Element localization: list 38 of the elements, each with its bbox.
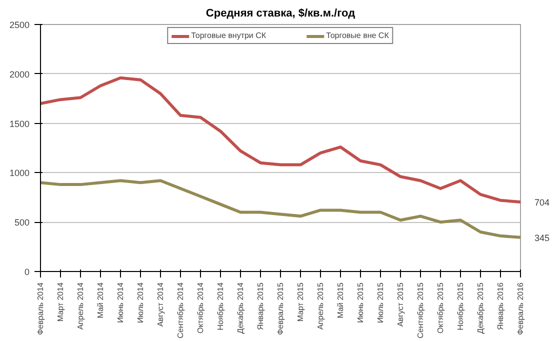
x-tick-label: Февраль 2015 [276, 282, 285, 336]
y-tick-label: 500 [14, 218, 30, 228]
x-tick-label: Май 2014 [96, 282, 105, 318]
x-tick-label: Март 2015 [296, 282, 305, 322]
y-tick-label: 1500 [9, 118, 30, 129]
line-series [40, 179, 520, 239]
x-tick-label: Февраль 2016 [516, 282, 525, 336]
x-tick-label: Апрель 2015 [316, 282, 325, 330]
x-tick-label: Октябрь 2014 [196, 282, 205, 334]
x-tick-label: Ноябрь 2014 [216, 282, 225, 330]
data-label: 345 [534, 232, 550, 243]
x-tick-label: Июль 2015 [376, 282, 385, 323]
chart-title: Средняя ставка, $/кв.м./год [206, 8, 356, 20]
y-tick-label: 2500 [9, 20, 30, 30]
x-tick-label: Сентябрь 2014 [176, 282, 185, 338]
x-tick-label: Апрель 2014 [76, 282, 85, 330]
x-tick-label: Декабрь 2015 [476, 282, 485, 334]
y-tick-label: 2000 [9, 69, 30, 80]
y-tick-label: 0 [24, 267, 30, 277]
y-tick-label: 1000 [9, 168, 30, 178]
x-tick-label: Июль 2014 [136, 282, 145, 323]
x-tick-label: Июнь 2015 [356, 282, 365, 323]
line-series [40, 76, 520, 204]
x-tick-label: Август 2015 [396, 282, 405, 327]
x-tick-label: Октябрь 2015 [436, 282, 445, 334]
x-tick-label: Январь 2015 [256, 282, 265, 330]
legend-label: Торговые внутри СК [191, 31, 266, 40]
x-tick-label: Сентябрь 2015 [416, 282, 425, 338]
x-tick-label: Март 2014 [56, 282, 65, 322]
x-tick-label: Июнь 2014 [116, 282, 125, 323]
x-tick-label: Февраль 2014 [36, 282, 45, 336]
x-tick-label: Май 2015 [336, 282, 345, 318]
data-label: 704 [534, 197, 550, 208]
x-tick-label: Август 2014 [156, 282, 165, 327]
x-tick-label: Ноябрь 2015 [456, 282, 465, 330]
x-tick-label: Январь 2016 [496, 282, 505, 330]
legend-label: Торговые вне СК [326, 31, 389, 40]
x-tick-label: Декабрь 2014 [236, 282, 245, 334]
